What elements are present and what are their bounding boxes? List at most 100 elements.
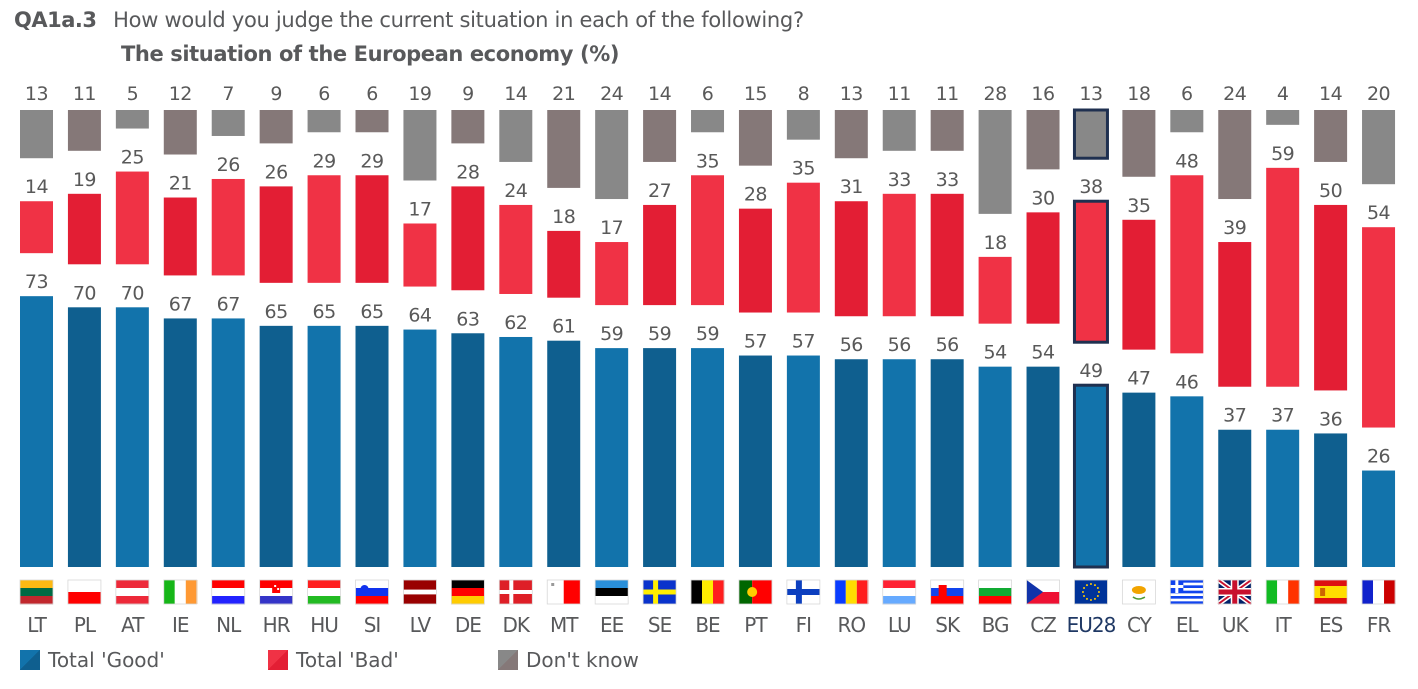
label-good-EL: 46 — [1175, 371, 1198, 393]
bar-good-ES — [1314, 433, 1348, 567]
label-dont-know-RO: 13 — [840, 83, 863, 105]
label-bad-MT: 18 — [552, 206, 575, 228]
finland-flag-icon — [786, 579, 821, 605]
slovenia-flag-icon — [355, 579, 389, 605]
bar-bad-AT — [115, 171, 149, 265]
bar-dont-know-SK — [930, 110, 964, 151]
label-good-DK: 62 — [504, 312, 527, 334]
bar-good-IT — [1266, 429, 1300, 567]
malta-flag-icon — [546, 579, 581, 605]
label-bad-UK: 39 — [1223, 217, 1246, 239]
label-dont-know-UK: 24 — [1223, 83, 1247, 105]
label-bad-AT: 25 — [121, 147, 144, 169]
bar-bad-SE — [643, 204, 677, 306]
bar-good-PT — [738, 355, 772, 567]
austria-flag-icon — [115, 579, 150, 605]
bar-dont-know-CZ — [1026, 110, 1060, 170]
bar-good-HU — [307, 325, 341, 567]
label-good-UK: 37 — [1223, 405, 1246, 427]
bar-good-EU28 — [1072, 383, 1109, 569]
label-dont-know-LT: 13 — [25, 83, 48, 105]
label-bad-CZ: 30 — [1031, 187, 1054, 209]
bar-bad-DE — [451, 186, 485, 291]
label-good-PL: 70 — [73, 282, 96, 304]
bar-dont-know-NL — [211, 110, 245, 136]
chart-subtitle: The situation of the European economy (%… — [121, 42, 620, 66]
label-good-SK: 56 — [936, 334, 959, 356]
bar-bad-IE — [163, 197, 197, 276]
label-bad-PL: 19 — [73, 169, 96, 191]
sweden-flag-icon — [642, 579, 677, 605]
greece-flag-icon — [1169, 579, 1204, 605]
bar-bad-PL — [67, 193, 101, 265]
label-good-FI: 57 — [792, 331, 815, 353]
label-dont-know-HU: 6 — [318, 83, 330, 105]
label-good-LT: 73 — [25, 271, 48, 293]
label-good-RO: 56 — [840, 334, 863, 356]
legend-swatch-bad — [268, 650, 288, 670]
category-label-SI: SI — [364, 613, 381, 637]
bar-dont-know-IT — [1266, 110, 1300, 125]
spain-flag-icon — [1313, 579, 1348, 605]
category-label-CY: CY — [1127, 613, 1153, 637]
chart-title-row: QA1a.3 How would you judge the current s… — [14, 8, 804, 32]
label-good-HU: 65 — [312, 301, 335, 323]
label-bad-PT: 28 — [744, 184, 767, 206]
question-text: How would you judge the current situatio… — [113, 8, 804, 32]
label-dont-know-BE: 6 — [702, 83, 714, 105]
label-bad-EU28: 38 — [1079, 176, 1102, 198]
bar-dont-know-IE — [163, 110, 197, 155]
category-label-RO: RO — [837, 613, 865, 637]
label-bad-SE: 27 — [648, 180, 671, 202]
bar-dont-know-CY — [1122, 110, 1156, 177]
category-label-MT: MT — [550, 613, 579, 637]
eu-flag-icon — [1074, 579, 1108, 605]
bar-dont-know-ES — [1314, 110, 1348, 162]
bar-bad-LU — [882, 193, 916, 317]
label-good-CY: 47 — [1127, 368, 1150, 390]
bar-bad-EL — [1170, 175, 1204, 354]
bar-good-SK — [930, 359, 964, 567]
label-dont-know-NL: 7 — [222, 83, 234, 105]
bar-bad-EE — [595, 242, 629, 306]
flags-row — [19, 577, 1396, 607]
category-label-HR: HR — [263, 613, 291, 637]
bar-bad-SI — [355, 175, 389, 283]
bar-dont-know-LT — [20, 110, 53, 159]
category-label-FR: FR — [1367, 613, 1392, 637]
bar-dont-know-PL — [67, 110, 101, 151]
label-dont-know-EU28: 13 — [1079, 83, 1102, 105]
label-dont-know-IE: 12 — [169, 83, 192, 105]
netherlands-flag-icon — [211, 579, 246, 605]
bar-bad-SK — [930, 193, 964, 317]
legend-item-good: Total 'Good' — [20, 648, 268, 672]
luxembourg-flag-icon — [882, 579, 917, 605]
label-good-BG: 54 — [984, 342, 1008, 364]
bar-dont-know-LV — [403, 110, 437, 181]
category-label-HU: HU — [310, 613, 338, 637]
legend-item-bad: Total 'Bad' — [268, 648, 498, 672]
label-bad-HR: 26 — [265, 161, 288, 183]
label-good-DE: 63 — [456, 308, 479, 330]
category-label-ES: ES — [1319, 613, 1343, 637]
bulgaria-flag-icon — [978, 579, 1012, 605]
bar-bad-DK — [499, 204, 533, 294]
bar-bad-PT — [738, 208, 772, 313]
bar-dont-know-UK — [1218, 110, 1252, 200]
label-bad-EE: 17 — [600, 217, 623, 239]
bar-good-LV — [403, 329, 437, 567]
bar-dont-know-EU28 — [1072, 108, 1109, 160]
slovakia-flag-icon — [930, 579, 965, 605]
label-bad-SK: 33 — [936, 169, 959, 191]
croatia-flag-icon — [259, 579, 294, 605]
bar-good-SI — [355, 325, 389, 567]
bar-good-EL — [1170, 396, 1204, 567]
portugal-flag-icon — [738, 579, 773, 605]
label-dont-know-FI: 8 — [798, 83, 810, 105]
label-dont-know-AT: 5 — [127, 83, 139, 105]
category-label-BG: BG — [982, 613, 1009, 637]
label-bad-BE: 35 — [696, 150, 719, 172]
category-label-EU28: EU28 — [1067, 613, 1116, 637]
category-label-AT: AT — [121, 613, 145, 637]
category-label-LU: LU — [888, 613, 911, 637]
